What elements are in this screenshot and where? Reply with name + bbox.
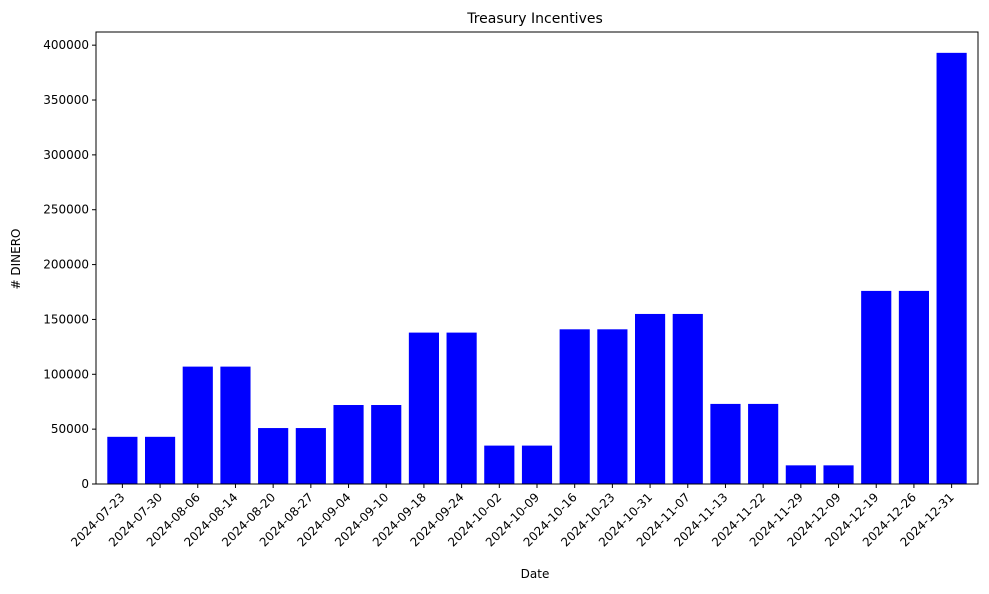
y-tick-label: 50000 bbox=[51, 422, 89, 436]
bar-2024-12-31 bbox=[936, 52, 967, 484]
bars-group bbox=[107, 52, 967, 484]
bar-2024-10-02 bbox=[484, 445, 515, 484]
x-axis: 2024-07-232024-07-302024-08-062024-08-14… bbox=[68, 484, 957, 549]
y-tick-label: 0 bbox=[81, 477, 89, 491]
y-tick-label: 300000 bbox=[43, 148, 89, 162]
bar-2024-12-19 bbox=[861, 290, 892, 484]
y-tick-label: 400000 bbox=[43, 38, 89, 52]
y-tick-label: 350000 bbox=[43, 93, 89, 107]
bar-2024-11-22 bbox=[748, 403, 779, 484]
y-tick-label: 200000 bbox=[43, 258, 89, 272]
y-tick-label: 100000 bbox=[43, 367, 89, 381]
bar-2024-10-09 bbox=[521, 445, 553, 484]
bar-2024-08-20 bbox=[258, 428, 289, 484]
bar-2024-11-07 bbox=[672, 313, 703, 484]
bar-2024-09-10 bbox=[371, 405, 402, 484]
bar-2024-08-27 bbox=[295, 428, 326, 484]
y-tick-label: 150000 bbox=[43, 312, 89, 326]
bar-2024-09-24 bbox=[446, 332, 477, 484]
bar-2024-07-23 bbox=[107, 436, 138, 484]
bar-2024-07-30 bbox=[145, 436, 176, 484]
bar-2024-10-16 bbox=[559, 329, 590, 484]
y-axis: 0 50000 100000 150000 200000 250000 300000 3500… bbox=[43, 38, 96, 491]
plot-frame bbox=[95, 31, 979, 485]
chart-title: Treasury Incentives bbox=[466, 11, 603, 27]
bar-2024-08-14 bbox=[220, 366, 251, 484]
bar-2024-08-06 bbox=[182, 366, 213, 484]
bar-2024-09-18 bbox=[408, 332, 439, 484]
bar-2024-11-29 bbox=[785, 465, 816, 484]
bar-2024-10-23 bbox=[597, 329, 628, 484]
y-axis-label: # DINERO bbox=[9, 229, 23, 290]
bar-2024-12-09 bbox=[823, 465, 854, 484]
bar-2024-11-13 bbox=[710, 403, 741, 484]
bar-2024-10-31 bbox=[635, 313, 666, 484]
y-tick-label: 250000 bbox=[43, 203, 89, 217]
bar-2024-12-26 bbox=[898, 290, 929, 484]
x-axis-label: Date bbox=[521, 567, 550, 581]
bar-2024-09-04 bbox=[333, 405, 364, 484]
